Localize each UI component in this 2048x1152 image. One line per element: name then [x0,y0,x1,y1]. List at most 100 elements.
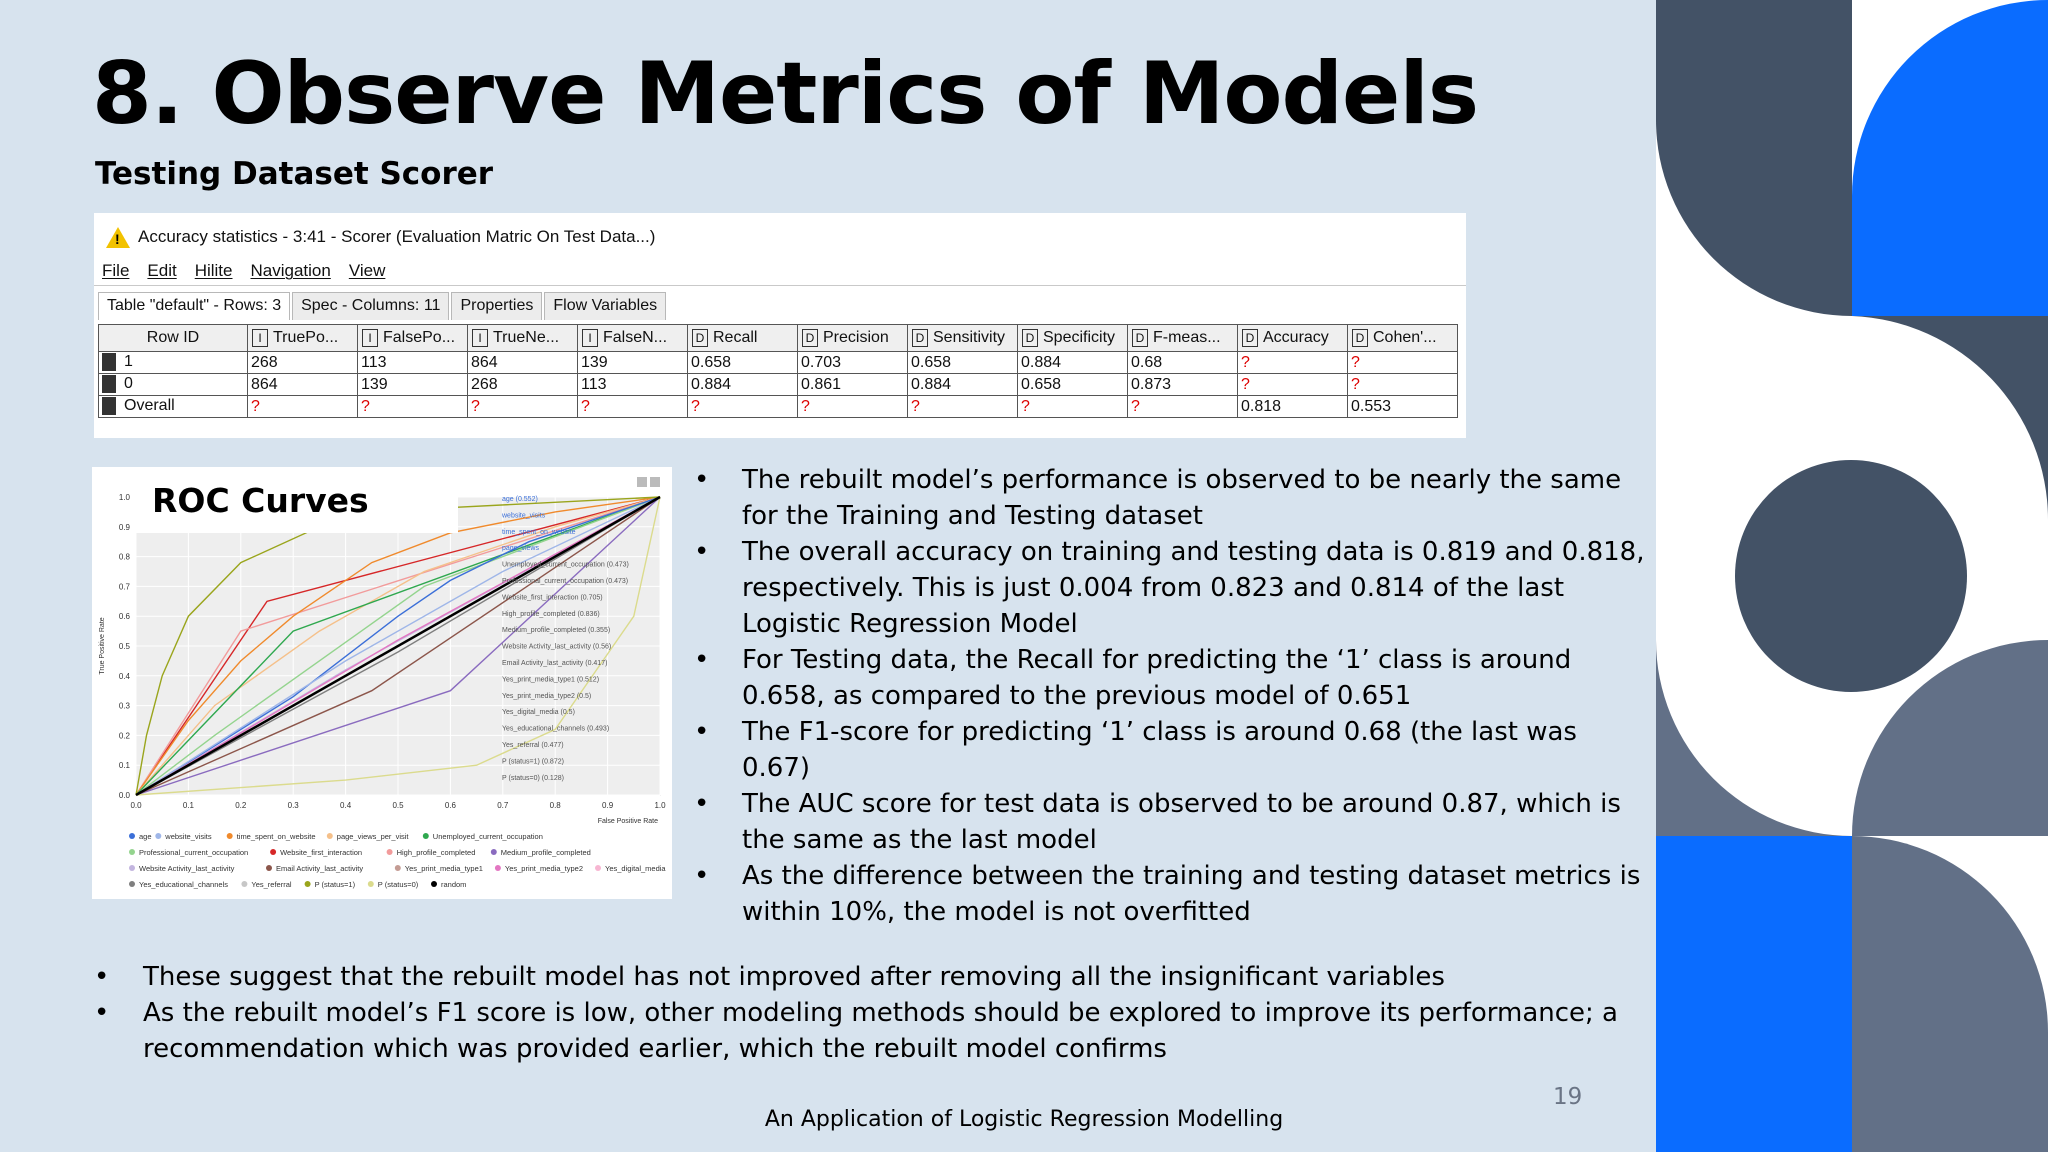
table-cell: ? [1347,373,1458,396]
column-header[interactable]: I TruePo... [247,324,358,352]
roc-curve [135,496,661,796]
legend-label: P (status=0) [378,880,419,889]
roc-curve [135,496,661,796]
menu-edit[interactable]: Edit [147,261,177,280]
legend-label: time_spent_on_website [237,832,316,841]
legend-swatch [494,865,501,871]
x-tick-label: 0.1 [183,801,195,810]
column-header[interactable]: D Specificity [1017,324,1128,352]
table-cell: ? [1347,351,1458,374]
table-row[interactable]: 1 268 113 864 139 0.658 0.703 0.658 0.884 0.68?? [98,351,1458,374]
scorer-window-title: Accuracy statistics - 3:41 - Scorer (Eva… [138,227,656,246]
scorer-tabs: Table "default" - Rows: 3 Spec - Columns… [98,292,668,320]
column-header[interactable]: D Sensitivity [907,324,1018,352]
bullet-list-right: The rebuilt model’s performance is obser… [690,462,1650,930]
legend-swatch [431,881,437,887]
table-cell: 0.68 [1127,351,1238,374]
column-type-icon: I [362,328,378,347]
row-id-cell: Overall [98,395,248,418]
table-cell: 268 [467,373,578,396]
table-cell: 268 [247,351,358,374]
roc-curve [135,496,661,796]
legend-swatch [129,881,135,887]
menu-view[interactable]: View [348,261,386,280]
column-header[interactable]: D Precision [797,324,908,352]
tab-spec[interactable]: Spec - Columns: 11 [292,292,450,320]
bullet-list-bottom: These suggest that the rebuilt model has… [92,959,1652,1067]
y-tick-label: 0.3 [119,702,131,711]
table-cell: 0.703 [797,351,908,374]
legend-swatch [129,833,135,839]
column-header[interactable]: I FalsePo... [357,324,468,352]
column-header[interactable]: D F-meas... [1127,324,1238,352]
page-number: 19 [1553,1084,1583,1110]
footer: An Application of Logistic Regression Mo… [0,1107,2048,1132]
legend-label: Website Activity_last_activity [139,864,235,873]
x-tick-label: 0.0 [130,801,142,810]
bullet-item: As the difference between the training a… [690,858,1650,930]
table-cell: ? [577,395,688,418]
table-cell: ? [357,395,468,418]
legend-label: High_profile_completed [397,848,476,857]
legend-label: Unemployed_current_occupation [433,832,543,841]
plot-legend-entry: age (0.552) [502,496,538,503]
bullet-item: The rebuilt model’s performance is obser… [690,462,1650,534]
column-type-icon: I [472,328,488,347]
table-row[interactable]: 0 864 139 268 113 0.884 0.861 0.884 0.658 0.873?? [98,373,1458,396]
menu-file[interactable]: File [102,261,130,280]
table-cell: ? [907,395,1018,418]
menu-hilite[interactable]: Hilite [194,261,233,280]
table-cell: 113 [357,351,468,374]
legend-label: Email Activity_last_activity [276,864,363,873]
menu-divider [94,285,1466,286]
x-tick-label: 0.8 [550,801,562,810]
table-cell: ? [687,395,798,418]
plot-legend-entry: Professional_current_occupation (0.473) [502,578,628,585]
reset-icon [650,477,660,487]
column-header[interactable]: Row ID [98,324,248,352]
column-header[interactable]: D Recall [687,324,798,352]
bullet-item: For Testing data, the Recall for predict… [690,642,1650,714]
zoom-icon [637,477,647,487]
column-header[interactable]: D Cohen'... [1347,324,1458,352]
y-tick-label: 0.4 [119,672,131,681]
y-tick-label: 0.0 [119,791,131,800]
plot-legend-entry: P (status=1) (0.872) [502,758,564,765]
column-header[interactable]: I FalseN... [577,324,688,352]
tab-properties[interactable]: Properties [451,292,543,320]
column-header[interactable]: D Accuracy [1237,324,1348,352]
roc-chart: 0.0 0.0 0.1 0.1 0.2 0.2 0.3 0.3 0.4 0.4 0.5 0.5 0.6 0… [92,467,672,899]
plot-legend-entry: page_views [502,545,539,552]
table-cell: ? [1127,395,1238,418]
row-marker [102,397,116,416]
legend-swatch [326,833,333,839]
column-header[interactable]: I TrueNe... [467,324,578,352]
scorer-window-title-bar: Accuracy statistics - 3:41 - Scorer (Eva… [106,223,655,251]
table-cell: ? [1017,395,1128,418]
plot-legend-entry: P (status=0) (0.128) [502,775,564,782]
deco-quarter-navy [1656,0,1852,316]
bullet-item: These suggest that the rebuilt model has… [92,959,1652,995]
column-header-label: Precision [823,329,889,347]
y-tick-label: 0.1 [119,761,131,770]
column-type-icon: D [802,328,818,347]
legend-swatch [155,833,162,839]
plot-legend-entry: Yes_print_media_type1 (0.512) [502,676,599,683]
table-row[interactable]: Overall????????? 0.818 0.553 [98,395,1458,418]
menu-navigation[interactable]: Navigation [250,261,331,280]
y-tick-label: 0.2 [119,731,131,740]
table-cell: 0.873 [1127,373,1238,396]
plot-legend-entry: Unemployed_current_occupation (0.473) [502,562,629,569]
roc-curve [135,496,661,796]
legend-swatch [304,881,311,887]
legend-swatch [270,849,277,855]
tab-flow-variables[interactable]: Flow Variables [544,292,667,320]
roc-curve [135,496,661,796]
roc-curve [135,496,661,796]
table-cell: ? [467,395,578,418]
plot-legend-entry: Website_first_interaction (0.705) [502,594,603,601]
y-tick-label: 1.0 [119,493,131,502]
tab-table-default[interactable]: Table "default" - Rows: 3 [98,292,291,320]
legend-label: Medium_profile_completed [501,848,591,857]
